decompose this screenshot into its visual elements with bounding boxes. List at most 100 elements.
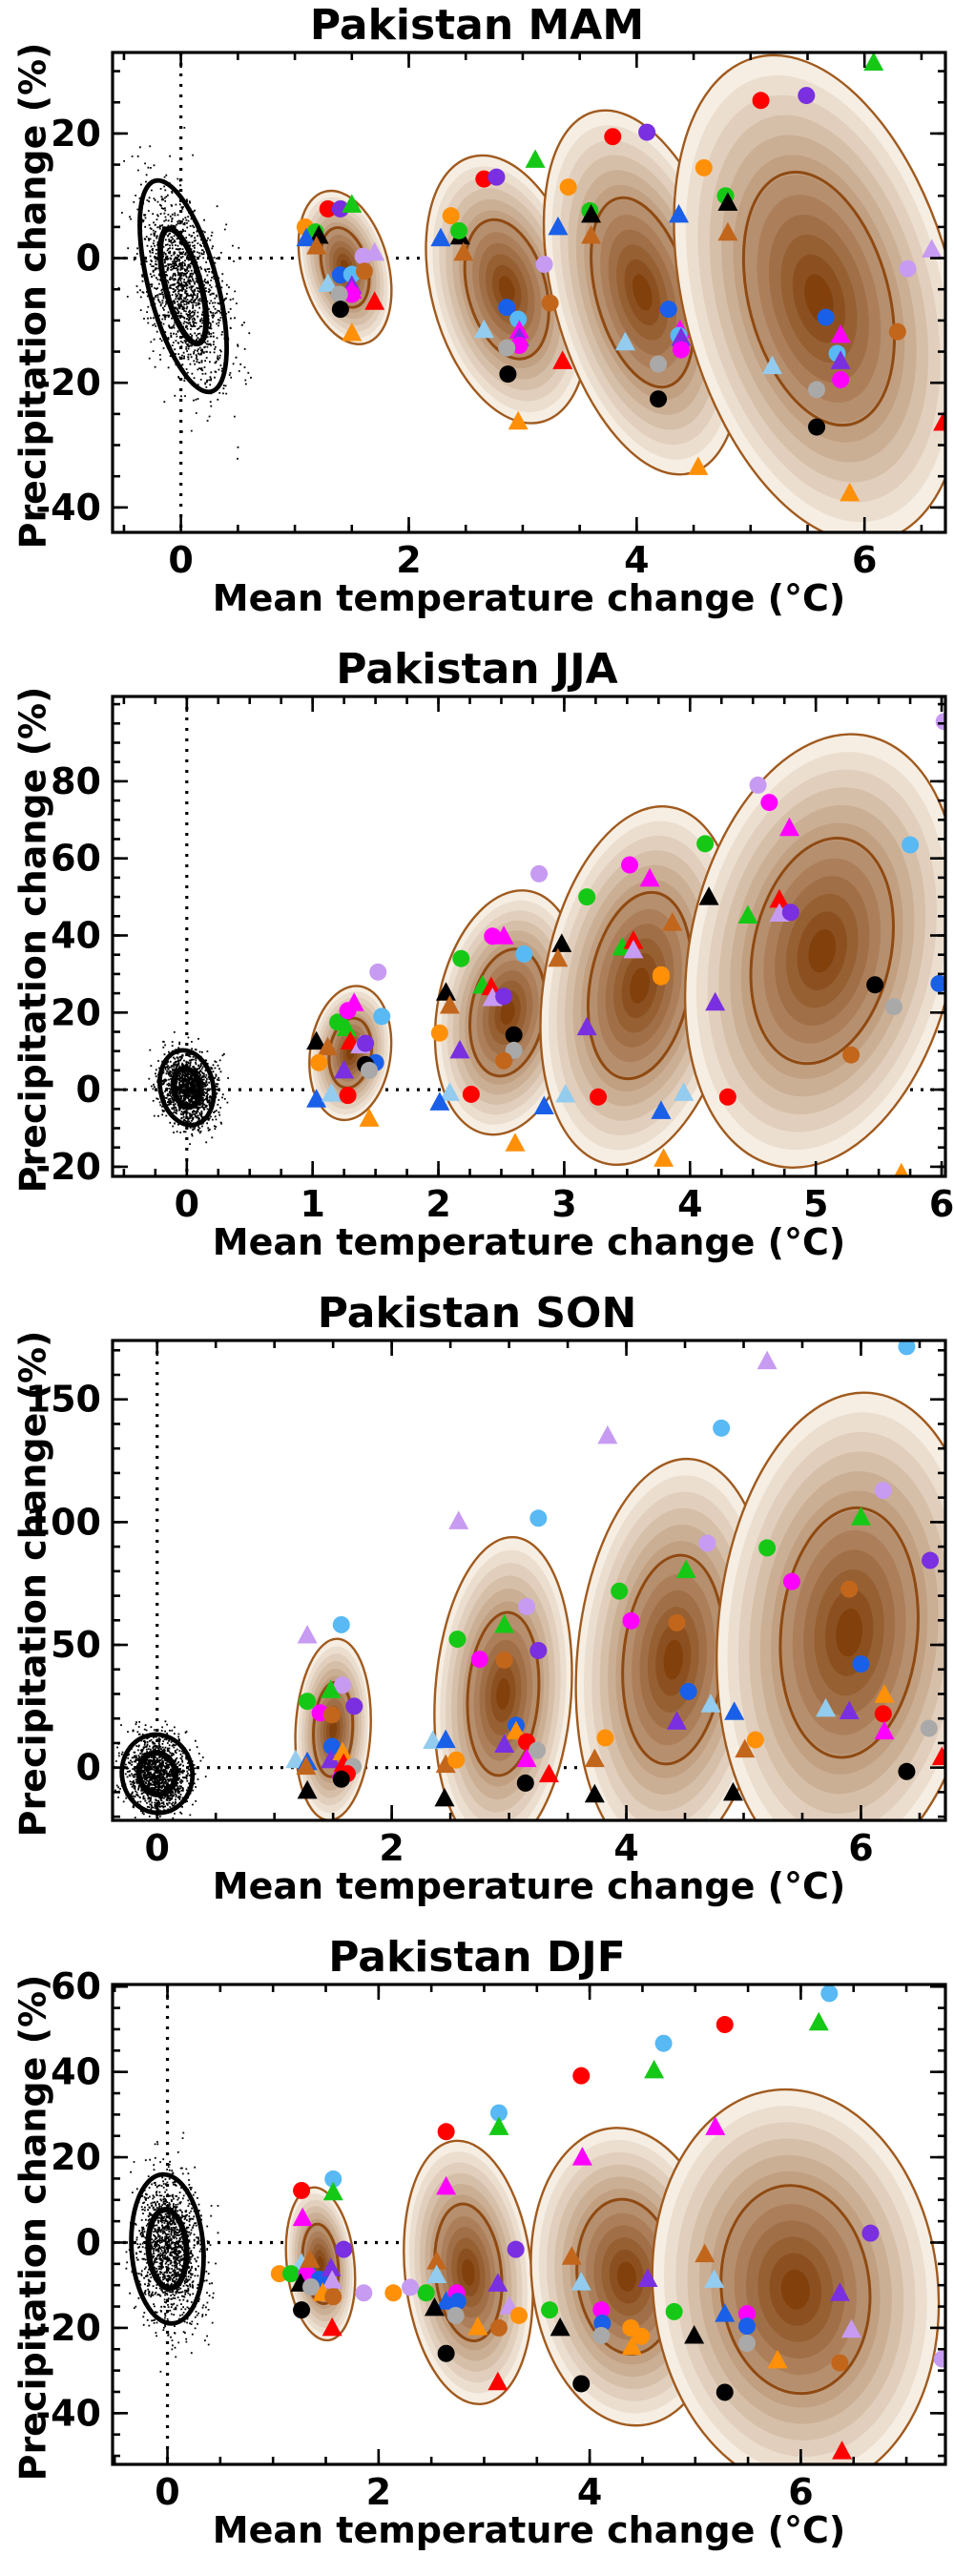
panel-title-mam: Pakistan MAM xyxy=(309,1,645,50)
y-tick-label: 80 xyxy=(51,760,101,802)
marker-circle-m xyxy=(470,1651,488,1669)
plot-area-DJF xyxy=(113,1984,945,2464)
marker-circle-s xyxy=(713,1419,731,1437)
marker-circle-v xyxy=(874,1482,892,1500)
marker-circle-v xyxy=(899,260,917,278)
marker-circle-o xyxy=(430,1024,448,1042)
marker-triangle-b xyxy=(548,216,569,236)
marker-triangle-g xyxy=(612,937,633,956)
marker-triangle-v xyxy=(841,2318,862,2338)
marker-triangle-g xyxy=(737,904,758,924)
marker-circle-y xyxy=(498,339,516,357)
marker-triangle-l xyxy=(439,1082,460,1101)
marker-triangle-o xyxy=(688,456,709,475)
model-markers-JJA xyxy=(306,713,945,1176)
marker-triangle-m xyxy=(830,323,851,343)
marker-triangle-k xyxy=(434,1787,455,1807)
marker-triangle-p xyxy=(576,1016,597,1036)
marker-triangle-l xyxy=(318,273,339,292)
marker-circle-n xyxy=(322,1706,341,1724)
marker-circle-k xyxy=(572,2375,591,2393)
marker-circle-r xyxy=(590,1088,608,1106)
y-axis-label-son: Precipitation change (%) xyxy=(11,1330,54,1838)
marker-circle-p xyxy=(357,1034,375,1052)
marker-circle-b xyxy=(659,301,677,319)
y-tick-label: 100 xyxy=(26,1501,101,1543)
marker-triangle-r xyxy=(321,2316,342,2337)
marker-circle-v xyxy=(535,256,553,274)
y-tick-label: 60 xyxy=(51,1965,101,2007)
marker-triangle-b xyxy=(306,1089,327,1108)
marker-circle-b xyxy=(322,1737,341,1755)
marker-triangle-k xyxy=(581,203,602,223)
marker-triangle-l xyxy=(704,2269,725,2288)
density-cluster-DJF-4 xyxy=(651,2088,941,2464)
marker-circle-n xyxy=(324,2288,342,2306)
baseline-ellipse-outer-DJF xyxy=(129,2171,206,2326)
x-tick-label: 4 xyxy=(624,539,649,581)
marker-circle-g xyxy=(448,1631,467,1649)
marker-triangle-m xyxy=(874,1720,895,1740)
marker-triangle-k xyxy=(435,982,456,1001)
marker-circle-r xyxy=(319,199,337,218)
panel-son: 0 2 4 6 0 50 100 150 Pakistan SON Precipitation… xyxy=(0,1288,954,1932)
marker-triangle-n xyxy=(717,221,738,241)
marker-triangle-k xyxy=(584,1783,605,1803)
marker-triangle-p xyxy=(321,1749,342,1769)
axes-DJF: 0 2 4 6 -40 -20 0 20 40 60 xyxy=(35,1965,947,2513)
marker-circle-v xyxy=(530,864,549,883)
marker-circle-p xyxy=(345,1697,363,1715)
baseline-ellipse-inner-JJA xyxy=(170,1066,203,1111)
marker-circle-y xyxy=(737,2335,756,2353)
marker-triangle-n xyxy=(561,2246,582,2265)
y-tick-label: 20 xyxy=(51,2136,101,2178)
marker-circle-y xyxy=(330,285,348,303)
marker-circle-g xyxy=(758,1539,777,1557)
marker-triangle-l xyxy=(816,1697,837,1717)
marker-triangle-n xyxy=(306,236,327,255)
x-tick-label: 6 xyxy=(852,539,877,581)
baseline-ellipse-inner-MAM xyxy=(157,225,210,347)
marker-triangle-p xyxy=(839,1700,860,1720)
x-tick-label: 6 xyxy=(788,2471,813,2513)
marker-circle-g xyxy=(665,2302,683,2320)
marker-triangle-k xyxy=(306,1030,327,1050)
marker-circle-g xyxy=(696,835,715,853)
y-tick-label: 40 xyxy=(51,2051,101,2093)
marker-circle-s xyxy=(654,2034,673,2052)
marker-triangle-g xyxy=(336,1017,357,1036)
x-tick-label: 6 xyxy=(848,1827,873,1869)
marker-circle-v xyxy=(749,776,767,794)
marker-triangle-m xyxy=(639,867,660,887)
marker-triangle-r xyxy=(933,412,945,431)
marker-circle-v xyxy=(333,1676,351,1694)
marker-circle-k xyxy=(650,390,668,408)
marker-triangle-b xyxy=(715,2303,736,2322)
marker-circle-o xyxy=(746,1731,764,1749)
marker-triangle-r xyxy=(481,976,502,996)
marker-circle-k xyxy=(331,301,349,319)
density-cluster-JJA-3 xyxy=(539,805,740,1167)
marker-triangle-r xyxy=(538,1763,559,1783)
baseline-dot-cloud-MAM xyxy=(117,127,252,460)
density-cluster-DJF-2 xyxy=(403,2139,534,2406)
marker-circle-o xyxy=(633,2327,651,2345)
plot-djf: 0 2 4 6 -40 -20 0 20 40 60 xyxy=(35,1965,947,2513)
baseline-ellipse-inner-DJF xyxy=(145,2207,190,2292)
marker-circle-o xyxy=(695,158,713,177)
marker-triangle-o xyxy=(653,1148,674,1167)
marker-circle-k xyxy=(505,1026,523,1044)
marker-triangle-o xyxy=(359,1108,380,1127)
y-tick-label: 20 xyxy=(51,991,101,1033)
x-axis-label-djf: Mean temperature change (°C) xyxy=(212,2509,846,2551)
marker-triangle-b xyxy=(429,1091,450,1111)
marker-circle-k xyxy=(866,976,884,994)
model-markers-DJF xyxy=(270,1984,945,2460)
marker-circle-p xyxy=(861,2224,880,2242)
marker-circle-y xyxy=(302,2278,321,2296)
marker-circle-m xyxy=(592,2301,611,2319)
marker-triangle-o xyxy=(874,1684,895,1703)
marker-triangle-l xyxy=(285,1749,306,1769)
y-tick-label: -40 xyxy=(35,487,101,529)
baseline-ellipse-outer-SON xyxy=(119,1732,196,1816)
